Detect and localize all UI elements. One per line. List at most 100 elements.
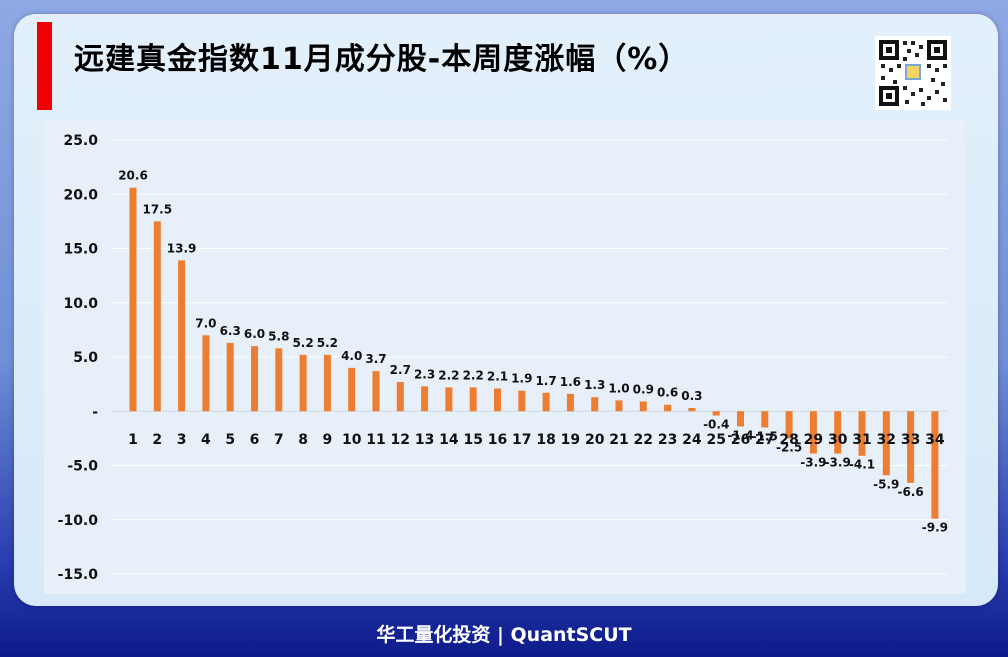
- bar: [615, 400, 623, 412]
- x-tick-label: 30: [828, 432, 848, 448]
- x-tick-label: 22: [634, 432, 653, 448]
- x-tick-label: 27: [755, 432, 774, 448]
- bar: [469, 387, 477, 412]
- x-tick-label: 9: [323, 432, 333, 448]
- data-labels: 20.617.513.97.06.3 6.0 5.8 5.2 5.24.0 3.72.7 2…: [118, 169, 948, 535]
- data-label: 5.8: [268, 329, 289, 343]
- bar: [639, 401, 647, 412]
- x-tick-label: 6: [250, 432, 260, 448]
- gridlines: [112, 139, 948, 575]
- data-label: 1.6: [560, 375, 581, 389]
- bar: [275, 348, 283, 412]
- data-label: -6.6: [897, 485, 923, 499]
- x-tick-label: 34: [925, 432, 945, 448]
- bars: [129, 187, 939, 519]
- data-label: 3.7: [365, 352, 386, 366]
- x-tick-label: 5: [225, 432, 235, 448]
- bar: [931, 411, 939, 519]
- y-tick-label: -: [92, 404, 98, 420]
- data-label: 1.3: [584, 378, 605, 392]
- x-tick-label: 1: [128, 432, 138, 448]
- data-label: -5.9: [873, 477, 899, 491]
- x-tick-label: 14: [439, 432, 459, 448]
- bar: [348, 367, 356, 412]
- y-tick-label: 10.0: [63, 296, 98, 312]
- data-label: 6.3: [220, 324, 241, 338]
- qr-code-icon: [875, 36, 951, 110]
- x-tick-label: 25: [706, 432, 725, 448]
- data-label: -1.4: [727, 428, 753, 442]
- bar: [809, 411, 817, 454]
- x-tick-label: 26: [731, 432, 750, 448]
- x-tick-label: 32: [877, 432, 896, 448]
- x-tick-label: 11: [366, 432, 385, 448]
- x-tick-label: 3: [177, 432, 187, 448]
- bar: [494, 388, 501, 412]
- y-tick-label: 25.0: [63, 133, 98, 149]
- data-label: 2.1: [487, 369, 508, 383]
- data-label: 17.5: [142, 202, 172, 216]
- y-tick-label: -15.0: [58, 567, 99, 583]
- y-tick-label: 20.0: [63, 187, 98, 203]
- footer-brand: 华工量化投资 | QuantSCUT: [376, 624, 632, 646]
- x-tick-label: 13: [415, 432, 434, 448]
- x-tick-label: 21: [609, 432, 628, 448]
- data-label: -3.9: [800, 456, 826, 470]
- bar: [542, 392, 550, 412]
- bar: [372, 371, 380, 412]
- data-label: 1.7: [535, 374, 556, 388]
- x-tick-label: 29: [804, 432, 823, 448]
- data-label: 0.3: [681, 389, 702, 403]
- bar: [858, 411, 866, 456]
- bar: [518, 390, 526, 412]
- bar: [688, 407, 696, 412]
- bar: [591, 397, 599, 412]
- bar: [178, 260, 186, 412]
- data-label: -1.5: [752, 430, 778, 444]
- bar: [761, 411, 769, 428]
- x-tick-label: 28: [779, 432, 798, 448]
- data-label: -2.5: [776, 440, 802, 454]
- y-tick-label: -5.0: [67, 459, 98, 475]
- data-label: 2.2: [463, 368, 484, 382]
- bar: [712, 411, 720, 416]
- bar: [566, 393, 574, 412]
- bar: [396, 381, 404, 412]
- x-tick-label: 12: [391, 432, 410, 448]
- bar: [251, 346, 258, 412]
- x-axis-ticks: 1 2 3 4 5 6 7 8 9 10 11 12 13 14 15 16 17 18 19 20 21 22 23 24 2…: [128, 432, 945, 448]
- bar: [323, 354, 331, 412]
- page-title: 远建真金指数11月成分股-本周度涨幅（%）: [74, 42, 690, 77]
- data-label: 4.0: [341, 349, 362, 363]
- x-tick-label: 19: [561, 432, 580, 448]
- x-tick-label: 23: [658, 432, 677, 448]
- x-tick-label: 4: [201, 432, 211, 448]
- bar: [785, 411, 793, 439]
- data-label: 0.6: [657, 386, 678, 400]
- x-tick-label: 2: [152, 432, 162, 448]
- bar: [882, 411, 890, 476]
- x-tick-label: 20: [585, 432, 605, 448]
- data-label: 5.2: [292, 336, 313, 350]
- x-tick-label: 33: [901, 432, 920, 448]
- data-label: -4.1: [849, 458, 875, 472]
- data-label: 6.0: [244, 327, 265, 341]
- x-tick-label: 10: [342, 432, 362, 448]
- bar: [129, 187, 137, 412]
- x-tick-label: 18: [536, 432, 555, 448]
- bar: [226, 342, 234, 412]
- data-label: 1.0: [608, 381, 629, 395]
- data-label: -0.4: [703, 418, 729, 432]
- y-tick-label: 5.0: [73, 350, 98, 366]
- x-tick-label: 16: [488, 432, 507, 448]
- x-tick-label: 8: [298, 432, 308, 448]
- bar: [421, 386, 429, 412]
- bar: [299, 354, 307, 412]
- data-label: -3.9: [825, 456, 851, 470]
- x-tick-label: 7: [274, 432, 284, 448]
- bar: [834, 411, 842, 454]
- x-tick-label: 24: [682, 432, 702, 448]
- bar: [153, 221, 161, 412]
- x-tick-label: 31: [852, 432, 871, 448]
